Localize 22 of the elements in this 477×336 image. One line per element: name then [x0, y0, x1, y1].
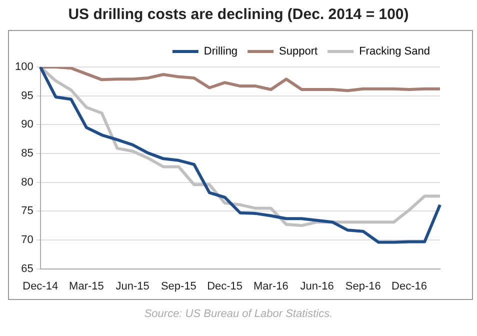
y-tick-label: 70	[21, 234, 34, 246]
x-tick-label: Dec-14	[22, 280, 58, 292]
x-tick-label: Mar-15	[69, 280, 104, 292]
x-tick-label: Sep-15	[160, 280, 196, 292]
x-tick-label: Sep-16	[345, 280, 381, 292]
y-tick-label: 85	[21, 148, 34, 160]
legend-label: Drilling	[204, 46, 238, 58]
x-tick-label: Dec-15	[207, 280, 243, 292]
y-tick-label: 100	[14, 61, 34, 74]
y-tick-label: 90	[21, 118, 34, 131]
legend-label: Support	[279, 46, 318, 58]
chart-title: US drilling costs are declining (Dec. 2014 = 100)	[67, 6, 410, 23]
legend-label: Fracking Sand	[359, 46, 430, 58]
x-tick-label: Jun-16	[300, 280, 334, 292]
x-tick-label: Jun-15	[116, 280, 150, 292]
y-tick-label: 80	[21, 176, 34, 188]
y-tick-label: 95	[21, 90, 34, 102]
source-note: Source: US Bureau of Labor Statistics.	[143, 308, 334, 320]
y-tick-label: 65	[21, 262, 34, 275]
y-tick-label: 75	[21, 205, 34, 218]
x-tick-label: Dec-16	[392, 280, 427, 292]
x-tick-label: Mar-16	[253, 280, 288, 292]
